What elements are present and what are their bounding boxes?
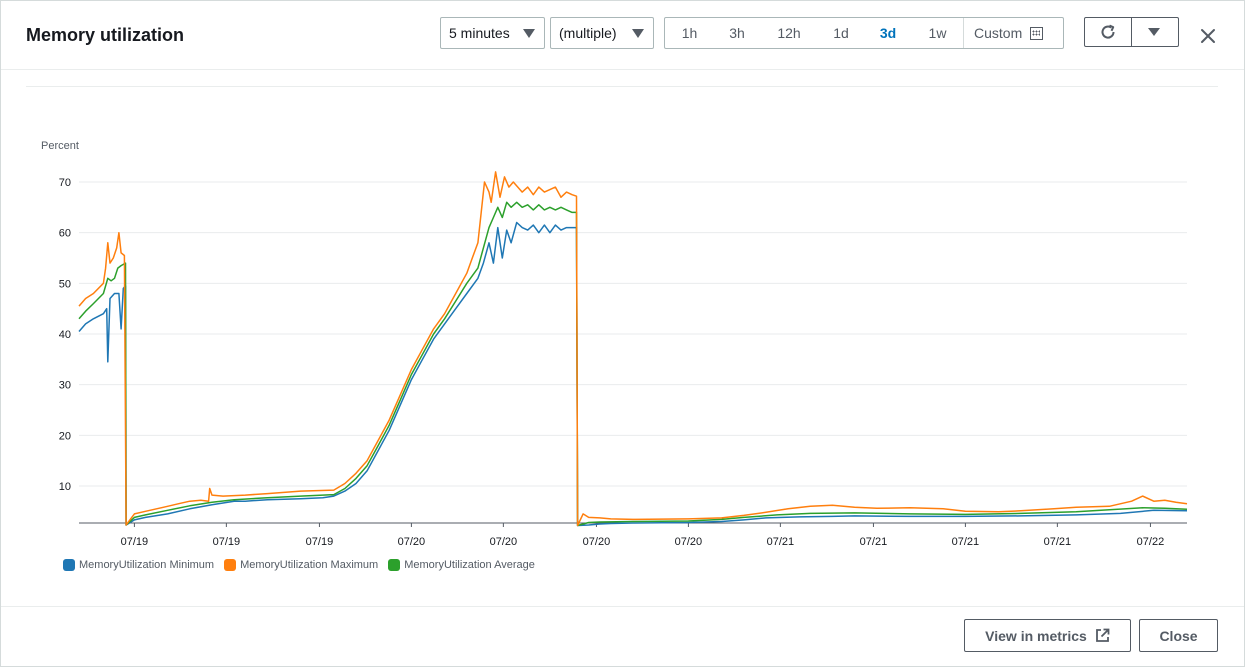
series-line-maximum xyxy=(78,171,1188,527)
x-tick-label: 07/19 xyxy=(121,536,149,548)
legend-swatch-minimum xyxy=(63,559,75,571)
series-line-minimum xyxy=(78,221,1188,527)
refresh-button-group xyxy=(1084,17,1179,47)
range-12h[interactable]: 12h xyxy=(777,25,801,41)
x-tick-label: 07/19 xyxy=(306,536,334,548)
statistic-select-value: (multiple) xyxy=(559,25,617,41)
close-icon xyxy=(1201,29,1215,43)
refresh-button[interactable] xyxy=(1085,18,1132,46)
footer-divider xyxy=(1,606,1244,607)
range-custom-label: Custom xyxy=(974,25,1023,41)
caret-down-icon xyxy=(523,29,535,38)
range-1h[interactable]: 1h xyxy=(681,25,698,41)
legend-item-minimum[interactable]: MemoryUtilization Minimum xyxy=(63,559,214,571)
legend-swatch-maximum xyxy=(224,559,237,571)
x-tick-label: 07/19 xyxy=(213,536,241,548)
time-range-selector: 1h 3h 12h 1d 3d 1w Custom xyxy=(664,17,1064,49)
legend-swatch-average xyxy=(388,559,401,571)
calendar-icon xyxy=(1030,26,1044,40)
chart-legend: MemoryUtilization Minimum MemoryUtilizat… xyxy=(63,559,535,571)
external-link-icon xyxy=(1095,628,1110,642)
y-axis-label: Percent xyxy=(41,140,79,152)
period-select-value: 5 minutes xyxy=(449,25,510,41)
period-select[interactable]: 5 minutes xyxy=(440,17,545,49)
x-tick-label: 07/20 xyxy=(398,536,426,548)
close-footer-button[interactable]: Close xyxy=(1139,619,1218,652)
refresh-options-button[interactable] xyxy=(1132,18,1178,46)
legend-item-average[interactable]: MemoryUtilization Average xyxy=(388,559,535,571)
x-tick-label: 07/20 xyxy=(583,536,611,548)
refresh-icon xyxy=(1101,24,1115,39)
section-divider xyxy=(26,86,1218,87)
y-tick-label: 20 xyxy=(59,430,71,442)
view-in-metrics-button[interactable]: View in metrics xyxy=(964,619,1131,652)
memory-utilization-chart: Percent 10 20 30 40 50 60 70 07/19 07/19 07/19 07/2… xyxy=(41,140,1188,548)
range-1d[interactable]: 1d xyxy=(833,25,849,41)
x-tick-label: 07/21 xyxy=(767,536,795,548)
y-tick-label: 60 xyxy=(59,228,71,240)
x-tick-label: 07/20 xyxy=(675,536,703,548)
y-tick-label: 10 xyxy=(59,481,71,493)
chevron-down-icon xyxy=(1148,28,1160,36)
x-tick-label: 07/20 xyxy=(490,536,518,548)
caret-down-icon xyxy=(632,29,644,38)
x-tick-label: 07/21 xyxy=(952,536,980,548)
range-custom[interactable]: Custom xyxy=(963,18,1061,48)
close-button[interactable] xyxy=(1197,25,1219,47)
range-3h[interactable]: 3h xyxy=(729,25,745,41)
y-tick-label: 50 xyxy=(59,278,71,290)
range-1w[interactable]: 1w xyxy=(928,25,947,41)
y-tick-label: 30 xyxy=(59,380,71,392)
x-tick-label: 07/21 xyxy=(1044,536,1072,548)
x-tick-label: 07/21 xyxy=(860,536,888,548)
range-3d[interactable]: 3d xyxy=(879,25,897,41)
legend-item-maximum[interactable]: MemoryUtilization Maximum xyxy=(224,559,378,571)
legend-label-average: MemoryUtilization Average xyxy=(404,559,535,571)
statistic-select[interactable]: (multiple) xyxy=(550,17,654,49)
y-tick-label: 70 xyxy=(59,177,71,189)
close-footer-label: Close xyxy=(1159,627,1198,644)
legend-label-maximum: MemoryUtilization Maximum xyxy=(240,559,379,571)
y-tick-label: 40 xyxy=(59,329,71,341)
series-line-average xyxy=(78,201,1188,527)
legend-label-minimum: MemoryUtilization Minimum xyxy=(79,559,215,571)
modal-header: Memory utilization 5 minutes (multiple) … xyxy=(1,1,1244,70)
x-tick-label: 07/22 xyxy=(1137,536,1165,548)
modal-title: Memory utilization xyxy=(26,25,185,45)
view-in-metrics-label: View in metrics xyxy=(985,627,1087,644)
